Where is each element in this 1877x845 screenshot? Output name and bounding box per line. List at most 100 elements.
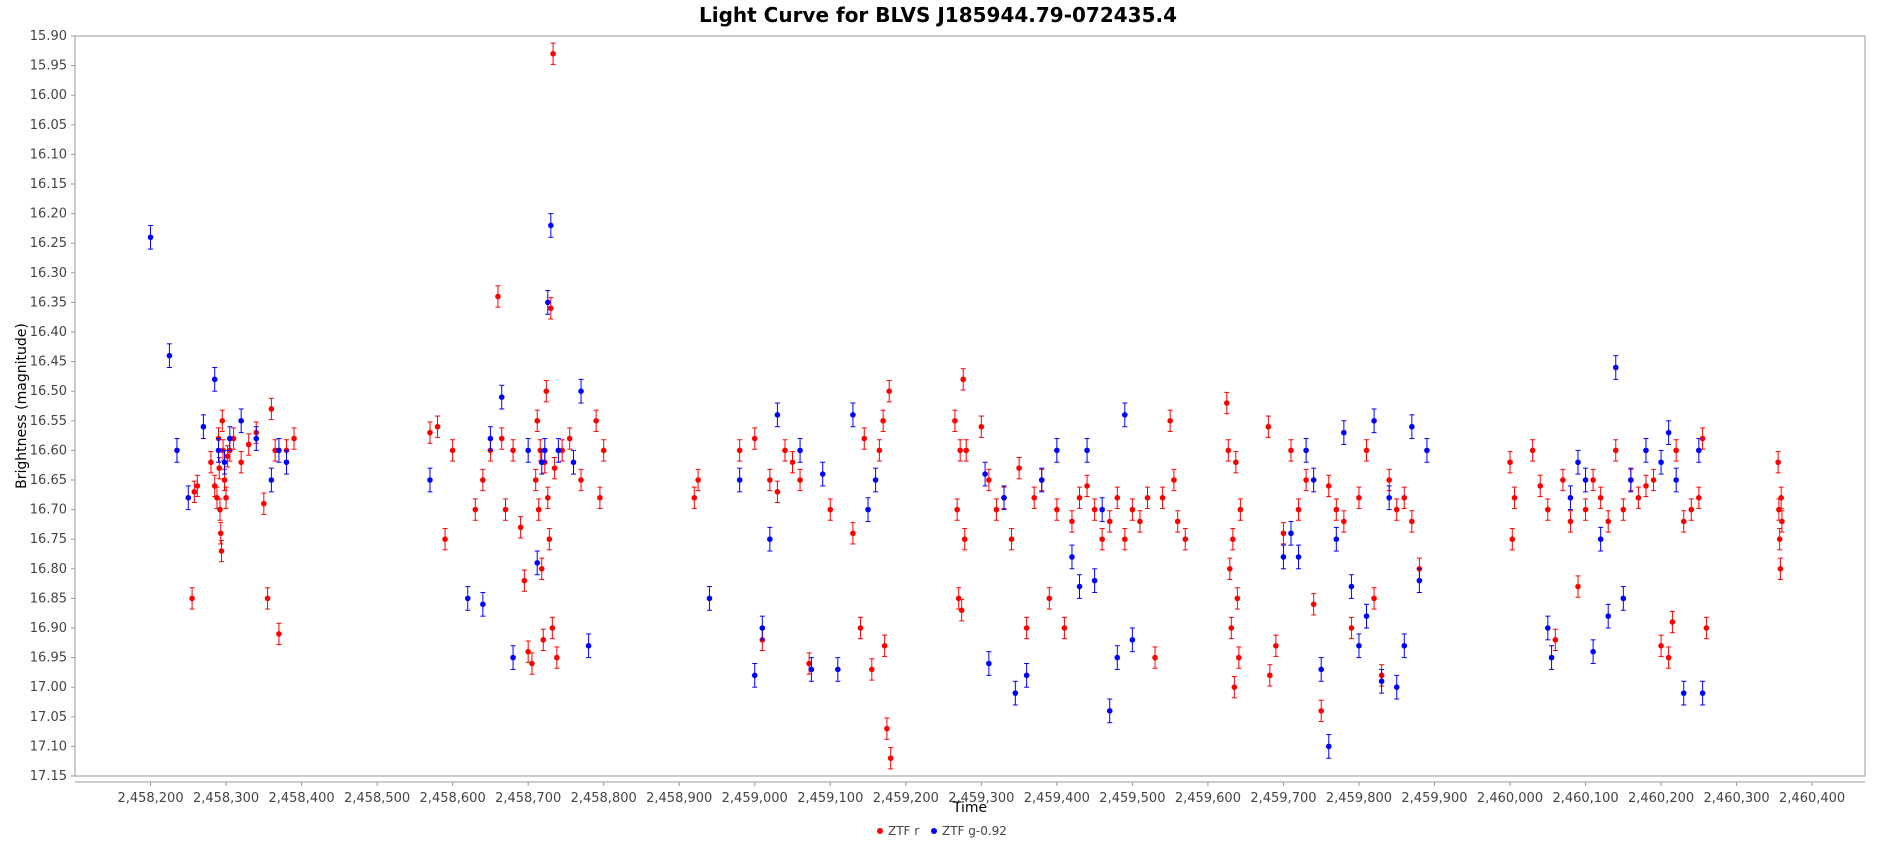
data-point	[887, 747, 894, 770]
data-point	[1548, 645, 1555, 670]
point-marker	[1233, 459, 1239, 466]
point-marker	[1529, 447, 1536, 454]
legend-label: ZTF g-0.92	[942, 824, 1007, 838]
point-marker	[570, 459, 577, 466]
data-point	[960, 368, 967, 391]
data-point	[541, 438, 548, 463]
data-point	[695, 468, 701, 492]
point-marker	[1650, 477, 1657, 483]
data-point	[857, 616, 864, 640]
data-point	[1635, 486, 1642, 509]
point-marker	[1643, 447, 1649, 454]
data-point	[211, 367, 218, 392]
point-marker	[808, 666, 815, 673]
data-point	[1582, 467, 1589, 493]
legend-marker	[877, 828, 883, 834]
data-point	[166, 343, 173, 369]
point-marker	[194, 483, 201, 489]
y-tick-label: 16.45	[30, 355, 67, 370]
data-point	[578, 378, 584, 404]
point-marker	[1507, 459, 1513, 466]
data-point	[884, 717, 890, 740]
data-point	[554, 646, 560, 669]
data-point	[1129, 627, 1136, 653]
data-point	[774, 402, 781, 428]
chart-title: Light Curve for BLVS J185944.79-072435.4	[699, 3, 1177, 27]
y-axis-label: Brightness (magnitude)	[14, 323, 30, 489]
x-tick-label: 2,458,300	[193, 791, 259, 806]
point-marker	[1295, 554, 1302, 560]
point-marker	[1696, 447, 1702, 454]
point-marker	[887, 755, 894, 762]
point-marker	[1560, 477, 1566, 483]
data-point	[1779, 510, 1785, 533]
data-point	[1401, 633, 1408, 659]
point-marker	[442, 536, 448, 542]
data-point	[1341, 420, 1347, 445]
point-marker	[253, 435, 260, 442]
x-tick-label: 2,458,800	[571, 791, 637, 806]
data-point	[535, 498, 542, 521]
point-marker	[217, 506, 223, 513]
data-point	[1612, 439, 1619, 462]
point-marker	[958, 607, 965, 614]
point-marker	[1509, 536, 1516, 542]
point-marker	[982, 471, 988, 477]
data-point	[1363, 439, 1370, 462]
point-marker	[736, 447, 743, 454]
point-marker	[1776, 536, 1783, 542]
data-point	[585, 633, 592, 659]
data-point	[982, 461, 988, 487]
y-tick-label: 16.70	[30, 503, 67, 518]
point-marker	[502, 506, 509, 513]
data-point	[1106, 510, 1113, 533]
y-tick-label: 16.50	[30, 384, 67, 399]
point-marker	[200, 423, 207, 430]
point-marker	[517, 524, 524, 531]
data-point	[1237, 498, 1244, 521]
data-point	[1386, 485, 1392, 511]
data-point	[1069, 544, 1075, 570]
point-marker	[1114, 494, 1121, 501]
x-tick-label: 2,460,000	[1477, 791, 1543, 806]
data-point	[578, 468, 584, 492]
data-point	[1612, 355, 1619, 380]
point-marker	[1106, 518, 1113, 525]
data-point	[545, 486, 551, 509]
data-point	[1069, 510, 1075, 533]
data-point	[1703, 616, 1710, 640]
point-marker	[1303, 447, 1309, 454]
point-marker	[1673, 477, 1679, 483]
point-marker	[1159, 494, 1166, 501]
point-marker	[529, 660, 535, 667]
data-point	[827, 498, 834, 521]
data-point	[954, 498, 960, 521]
data-point	[1325, 734, 1332, 759]
data-point	[498, 427, 505, 450]
point-marker	[174, 447, 180, 454]
series-ztf-g	[147, 213, 1706, 759]
y-tick-label: 16.35	[30, 295, 67, 310]
point-marker	[736, 477, 743, 483]
data-point	[217, 498, 223, 521]
x-axis: 2,458,200 2,458,300 2,458,400 2,458,500 2,45…	[75, 781, 1865, 806]
point-marker	[1325, 743, 1332, 750]
data-point	[597, 486, 603, 509]
data-point	[1658, 449, 1664, 475]
point-marker	[1658, 642, 1664, 649]
point-marker	[1605, 518, 1612, 525]
data-point	[1023, 616, 1030, 640]
point-marker	[797, 477, 803, 483]
data-point	[1597, 526, 1604, 552]
data-point	[1114, 486, 1121, 509]
point-marker	[261, 500, 267, 507]
point-marker	[268, 477, 275, 483]
point-marker	[1590, 648, 1596, 655]
point-marker	[1288, 530, 1294, 537]
point-marker	[545, 494, 551, 501]
data-point	[238, 408, 244, 434]
point-marker	[551, 465, 558, 471]
point-marker	[1658, 459, 1664, 466]
data-point	[1575, 575, 1581, 598]
